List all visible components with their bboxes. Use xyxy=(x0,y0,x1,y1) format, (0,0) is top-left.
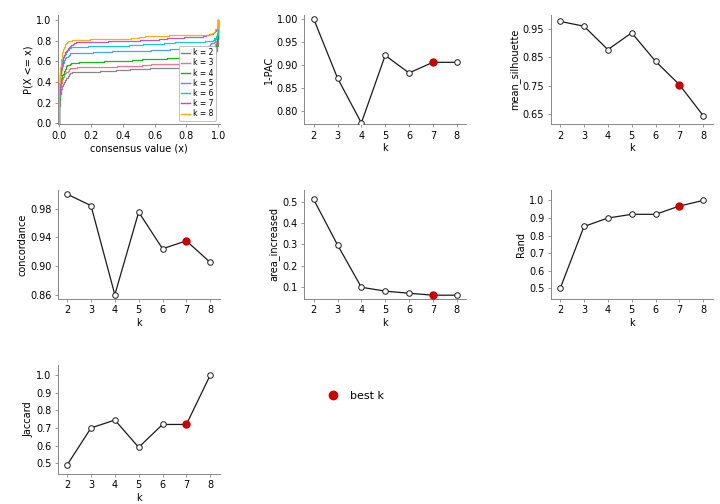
X-axis label: k: k xyxy=(136,493,142,503)
Y-axis label: 1-PAC: 1-PAC xyxy=(264,55,274,84)
Y-axis label: mean_silhouette: mean_silhouette xyxy=(509,29,520,110)
Legend: best k: best k xyxy=(318,387,389,405)
Legend: k = 2, k = 3, k = 4, k = 5, k = 6, k = 7, k = 8: k = 2, k = 3, k = 4, k = 5, k = 6, k = 7… xyxy=(179,46,216,120)
X-axis label: consensus value (x): consensus value (x) xyxy=(90,143,188,153)
X-axis label: k: k xyxy=(382,318,388,328)
X-axis label: k: k xyxy=(629,143,634,153)
X-axis label: k: k xyxy=(136,318,142,328)
Y-axis label: Rand: Rand xyxy=(516,232,526,257)
Y-axis label: Jaccard: Jaccard xyxy=(23,401,33,437)
Y-axis label: concordance: concordance xyxy=(17,213,27,276)
X-axis label: k: k xyxy=(382,143,388,153)
Y-axis label: P(X <= x): P(X <= x) xyxy=(23,45,33,94)
X-axis label: k: k xyxy=(629,318,634,328)
Y-axis label: area_increased: area_increased xyxy=(269,208,279,281)
